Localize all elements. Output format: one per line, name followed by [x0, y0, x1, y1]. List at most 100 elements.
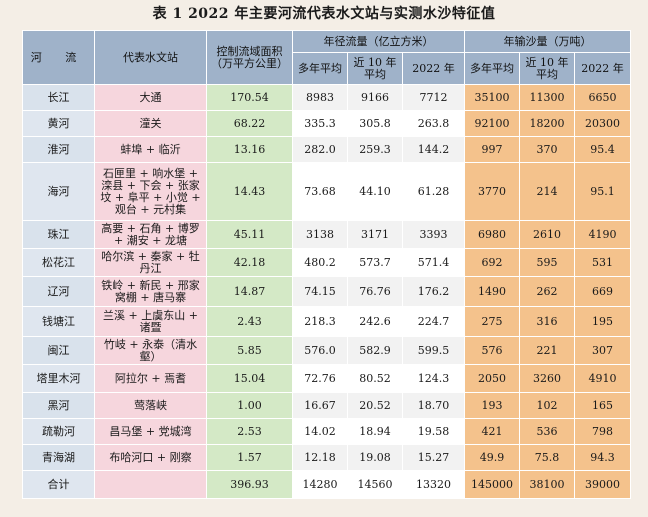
cell-flow: 14560: [347, 470, 403, 499]
cell-area: 15.04: [206, 364, 293, 393]
cell-sediment: 4910: [574, 364, 632, 393]
cell-flow: 571.4: [401, 248, 466, 277]
header-river: 河 流: [22, 30, 95, 85]
cell-flow: 259.3: [347, 136, 403, 163]
cell-sediment: 1490: [464, 276, 521, 307]
cell-sediment: 195: [574, 306, 632, 337]
table-row: 钱塘江 兰溪 + 上虞东山 + 诸暨 2.43 218.3 242.6 224.7 275 3…: [22, 306, 632, 337]
cell-sediment: 35100: [464, 84, 521, 111]
cell-station: 兰溪 + 上虞东山 + 诸暨: [94, 306, 207, 337]
cell-flow: 19.08: [347, 444, 403, 471]
cell-sediment: 307: [574, 336, 632, 365]
cell-sediment: 536: [519, 418, 576, 445]
cell-flow: 3393: [401, 220, 466, 249]
cell-river: 合计: [22, 470, 95, 499]
cell-flow: 8983: [292, 84, 348, 111]
header-sed-recent: 近 10 年平均: [519, 52, 576, 85]
cell-station: 昌马堡 + 党城湾: [94, 418, 207, 445]
cell-flow: 124.3: [401, 364, 466, 393]
cell-area: 13.16: [206, 136, 293, 163]
cell-sediment: 3770: [464, 162, 521, 221]
cell-sediment: 275: [464, 306, 521, 337]
cell-river: 钱塘江: [22, 306, 95, 337]
cell-area: 14.43: [206, 162, 293, 221]
cell-river: 淮河: [22, 136, 95, 163]
cell-station: 潼关: [94, 110, 207, 137]
cell-flow: 582.9: [347, 336, 403, 365]
hydrology-table: 河 流 代表水文站 控制流域面积（万平方公里） 年径流量（亿立方米） 年输沙量（…: [22, 30, 632, 499]
header-flow-2022: 2022 年: [401, 52, 466, 85]
cell-flow: 224.7: [401, 306, 466, 337]
cell-area: 2.53: [206, 418, 293, 445]
cell-river: 辽河: [22, 276, 95, 307]
cell-flow: 18.70: [401, 392, 466, 419]
cell-sediment: 145000: [464, 470, 521, 499]
cell-sediment: 20300: [574, 110, 632, 137]
cell-flow: 12.18: [292, 444, 348, 471]
cell-station: 石匣里 + 响水堡 + 滦县 + 下会 + 张家坟 + 阜平 + 小觉 + 观台…: [94, 162, 207, 221]
cell-flow: 242.6: [347, 306, 403, 337]
cell-sediment: 11300: [519, 84, 576, 111]
cell-flow: 576.0: [292, 336, 348, 365]
cell-flow: 16.67: [292, 392, 348, 419]
header-flow-group: 年径流量（亿立方米）: [291, 30, 466, 53]
cell-flow: 73.68: [292, 162, 348, 221]
cell-flow: 263.8: [401, 110, 466, 137]
cell-area: 42.18: [206, 248, 293, 277]
header-flow-recent: 近 10 年平均: [347, 52, 403, 85]
cell-station: [94, 470, 207, 499]
cell-sediment: 262: [519, 276, 576, 307]
cell-sediment: 6650: [574, 84, 632, 111]
cell-sediment: 692: [464, 248, 521, 277]
cell-river: 闽江: [22, 336, 95, 365]
cell-flow: 9166: [347, 84, 403, 111]
cell-sediment: 2610: [519, 220, 576, 249]
cell-river: 黄河: [22, 110, 95, 137]
cell-sediment: 165: [574, 392, 632, 419]
cell-station: 高要 + 石角 + 博罗 + 潮安 + 龙塘: [94, 220, 207, 249]
table-row: 闽江 竹岐 + 永泰（清水壑） 5.85 576.0 582.9 599.5 576 221 3…: [22, 336, 632, 365]
cell-sediment: 102: [519, 392, 576, 419]
cell-flow: 74.15: [292, 276, 348, 307]
table-row: 辽河 铁岭 + 新民 + 邢家窝棚 + 唐马寨 14.87 74.15 76.76 176…: [22, 276, 632, 307]
cell-sediment: 92100: [464, 110, 521, 137]
cell-flow: 305.8: [347, 110, 403, 137]
cell-sediment: 316: [519, 306, 576, 337]
cell-flow: 76.76: [347, 276, 403, 307]
cell-station: 蚌埠 + 临沂: [94, 136, 207, 163]
cell-area: 45.11: [206, 220, 293, 249]
header-sed-group: 年输沙量（万吨）: [464, 30, 632, 53]
cell-river: 疏勒河: [22, 418, 95, 445]
cell-sediment: 531: [574, 248, 632, 277]
table-row: 合计 396.93 14280 14560 13320 145000 38100 39000: [22, 470, 632, 499]
cell-area: 5.85: [206, 336, 293, 365]
cell-station: 阿拉尔 + 焉耆: [94, 364, 207, 393]
cell-flow: 20.52: [347, 392, 403, 419]
cell-flow: 3138: [292, 220, 348, 249]
cell-flow: 3171: [347, 220, 403, 249]
cell-sediment: 193: [464, 392, 521, 419]
cell-river: 长江: [22, 84, 95, 111]
cell-flow: 144.2: [401, 136, 466, 163]
cell-flow: 7712: [401, 84, 466, 111]
cell-sediment: 669: [574, 276, 632, 307]
cell-flow: 15.27: [401, 444, 466, 471]
cell-flow: 18.94: [347, 418, 403, 445]
cell-sediment: 94.3: [574, 444, 632, 471]
cell-river: 塔里木河: [22, 364, 95, 393]
cell-flow: 80.52: [347, 364, 403, 393]
cell-flow: 14.02: [292, 418, 348, 445]
cell-station: 莺落峡: [94, 392, 207, 419]
cell-sediment: 221: [519, 336, 576, 365]
cell-flow: 282.0: [292, 136, 348, 163]
cell-flow: 335.3: [292, 110, 348, 137]
cell-flow: 13320: [401, 470, 466, 499]
cell-flow: 599.5: [401, 336, 466, 365]
cell-flow: 573.7: [347, 248, 403, 277]
table-row: 淮河 蚌埠 + 临沂 13.16 282.0 259.3 144.2 997 370 95.4: [22, 136, 632, 163]
cell-river: 海河: [22, 162, 95, 221]
cell-sediment: 214: [519, 162, 576, 221]
table-body: 长江 大通 170.54 8983 9166 7712 35100 11300 6650 黄河 潼关…: [22, 84, 632, 499]
table-row: 松花江 哈尔滨 + 秦家 + 牡丹江 42.18 480.2 573.7 571.4 692…: [22, 248, 632, 277]
